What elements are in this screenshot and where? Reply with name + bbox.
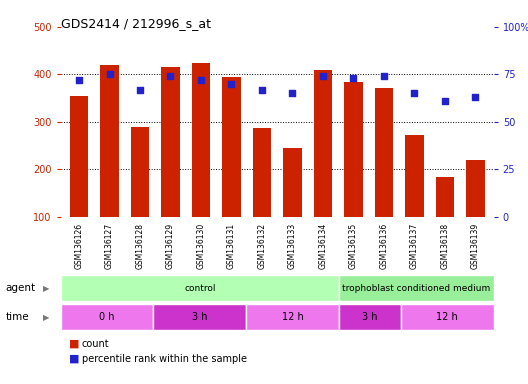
Text: GSM136131: GSM136131 — [227, 223, 236, 269]
Bar — [284, 148, 301, 217]
Text: GSM136133: GSM136133 — [288, 223, 297, 270]
Bar — [70, 96, 88, 217]
Bar — [246, 304, 339, 330]
Text: ■: ■ — [69, 354, 79, 364]
Bar — [100, 65, 119, 217]
Text: trophoblast conditioned medium: trophoblast conditioned medium — [342, 284, 491, 293]
Bar — [339, 275, 494, 301]
Text: percentile rank within the sample: percentile rank within the sample — [82, 354, 247, 364]
Text: 3 h: 3 h — [192, 312, 208, 322]
Point — [441, 98, 449, 104]
Point — [258, 86, 266, 93]
Text: GSM136126: GSM136126 — [74, 223, 83, 269]
Text: ■: ■ — [69, 339, 79, 349]
Bar — [192, 63, 210, 217]
Text: GSM136136: GSM136136 — [380, 223, 389, 270]
Text: GSM136135: GSM136135 — [349, 223, 358, 270]
Text: 12 h: 12 h — [437, 312, 458, 322]
Bar — [339, 304, 401, 330]
Text: GDS2414 / 212996_s_at: GDS2414 / 212996_s_at — [61, 17, 211, 30]
Text: control: control — [184, 284, 215, 293]
Bar — [466, 160, 485, 217]
Point — [197, 77, 205, 83]
Text: ▶: ▶ — [43, 284, 50, 293]
Point — [227, 81, 235, 87]
Bar — [253, 127, 271, 217]
Text: GSM136139: GSM136139 — [471, 223, 480, 270]
Bar — [375, 88, 393, 217]
Text: GSM136128: GSM136128 — [136, 223, 145, 269]
Bar — [344, 81, 363, 217]
Text: 3 h: 3 h — [362, 312, 378, 322]
Text: count: count — [82, 339, 109, 349]
Text: GSM136134: GSM136134 — [318, 223, 327, 270]
Point — [349, 75, 357, 81]
Point — [105, 71, 114, 78]
Text: 12 h: 12 h — [282, 312, 304, 322]
Bar — [401, 304, 494, 330]
Bar — [61, 275, 339, 301]
Point — [136, 86, 144, 93]
Text: GSM136132: GSM136132 — [258, 223, 267, 269]
Text: GSM136138: GSM136138 — [440, 223, 449, 269]
Bar — [61, 304, 154, 330]
Text: ▶: ▶ — [43, 313, 50, 322]
Bar — [436, 177, 454, 217]
Point — [319, 73, 327, 79]
Point — [288, 90, 297, 96]
Point — [75, 77, 83, 83]
Bar — [406, 135, 423, 217]
Point — [380, 73, 388, 79]
Text: GSM136129: GSM136129 — [166, 223, 175, 269]
Point — [166, 73, 175, 79]
Point — [410, 90, 419, 96]
Text: GSM136127: GSM136127 — [105, 223, 114, 269]
Text: agent: agent — [5, 283, 35, 293]
Text: 0 h: 0 h — [99, 312, 115, 322]
Bar — [314, 70, 332, 217]
Text: GSM136137: GSM136137 — [410, 223, 419, 270]
Bar — [222, 77, 241, 217]
Point — [471, 94, 479, 100]
Bar — [154, 304, 246, 330]
Text: time: time — [5, 312, 29, 322]
Bar — [131, 127, 149, 217]
Text: GSM136130: GSM136130 — [196, 223, 205, 270]
Bar — [162, 67, 180, 217]
